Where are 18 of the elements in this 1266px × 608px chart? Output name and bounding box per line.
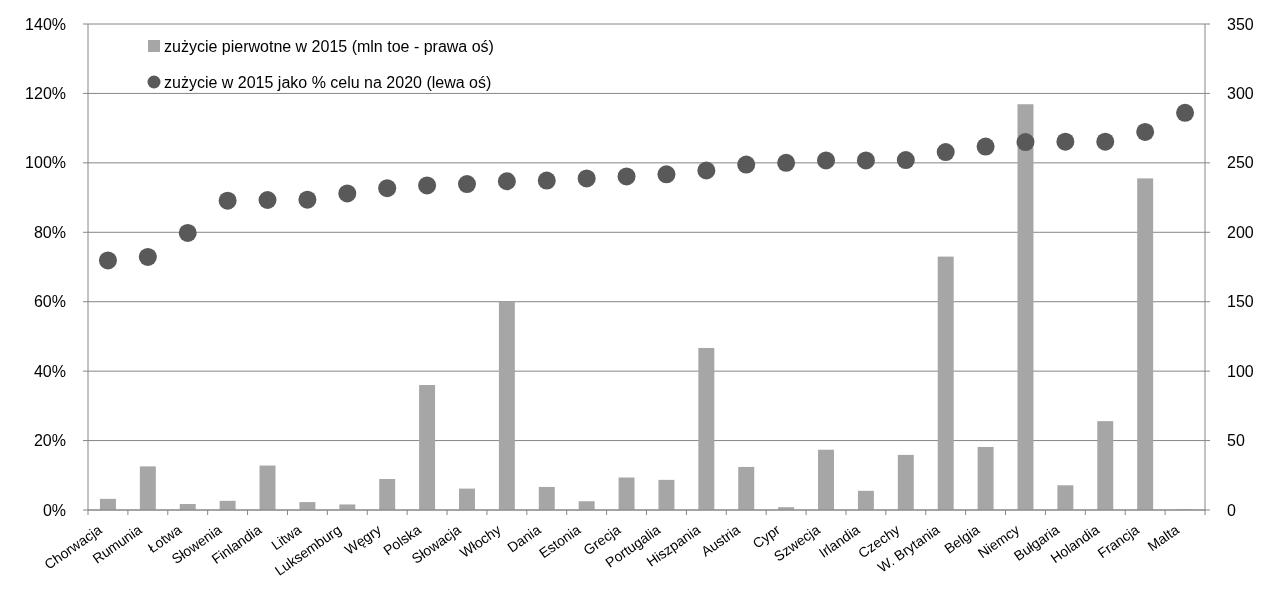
y2-tick-label: 350 [1227,15,1254,33]
y-tick-label: 100% [25,154,66,172]
y2-tick-label: 50 [1227,432,1245,450]
y2-tick-label: 300 [1227,85,1254,103]
y-tick-label: 60% [33,293,66,311]
y-tick-label: 140% [25,15,66,33]
y2-tick-label: 0 [1227,501,1236,519]
y-tick-label: 80% [33,223,66,241]
y2-tick-label: 150 [1227,293,1254,311]
y-tick-label: 0% [42,501,66,519]
y2-tick-label: 100 [1227,362,1254,380]
legend-label: zużycie w 2015 jako % celu na 2020 (lewa oś) [164,73,492,91]
y-tick-label: 40% [33,362,66,380]
y2-tick-label: 250 [1227,154,1254,172]
y-tick-label: 120% [25,85,66,103]
y2-tick-label: 200 [1227,223,1254,241]
legend-label: zużycie pierwotne w 2015 (mln toe - prawa oś) [164,37,494,55]
y-tick-label: 20% [33,432,66,450]
